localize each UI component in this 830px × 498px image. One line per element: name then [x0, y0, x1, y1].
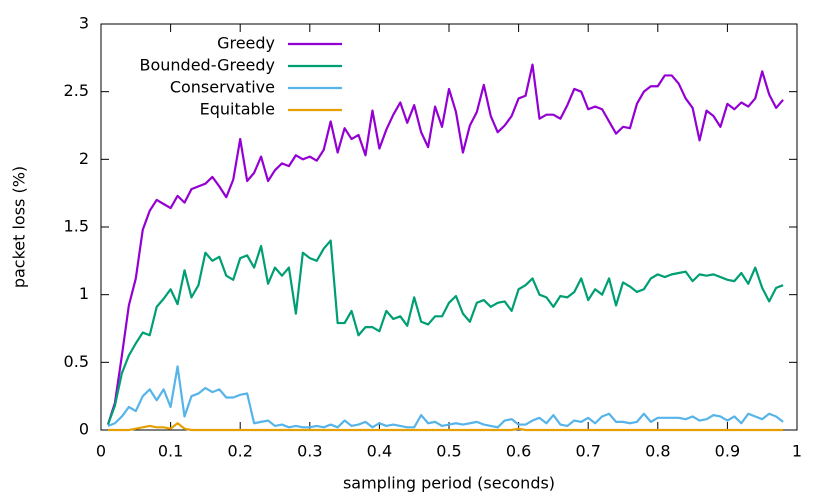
x-tick-label: 0.6	[506, 442, 531, 461]
x-tick-label: 0.8	[645, 442, 670, 461]
x-tick-label: 0.9	[715, 442, 740, 461]
y-tick-label: 2.5	[64, 81, 89, 100]
x-axis-label: sampling period (seconds)	[343, 474, 555, 493]
x-tick-label: 0.5	[436, 442, 461, 461]
y-tick-label: 1.5	[64, 217, 89, 236]
series-line	[106, 239, 784, 425]
y-axis-label: packet loss (%)	[10, 166, 29, 288]
series-line	[107, 365, 784, 429]
x-tick-label: 0.4	[367, 442, 392, 461]
x-tick-label: 1	[792, 442, 802, 461]
y-tick-label: 2	[79, 149, 89, 168]
y-tick-label: 0	[79, 420, 89, 439]
series-line	[106, 63, 784, 425]
y-tick-label: 3	[79, 14, 89, 33]
legend-label: Conservative	[170, 78, 275, 97]
legend-label: Equitable	[200, 100, 275, 119]
x-tick-label: 0.1	[158, 442, 183, 461]
legend-label: Greedy	[217, 34, 275, 53]
legend-label: Bounded-Greedy	[140, 56, 276, 75]
y-tick-label: 1	[79, 284, 89, 303]
x-tick-label: 0.3	[297, 442, 322, 461]
x-tick-label: 0	[96, 442, 106, 461]
x-tick-label: 0.2	[227, 442, 252, 461]
y-tick-label: 0.5	[64, 352, 89, 371]
x-tick-label: 0.7	[575, 442, 600, 461]
series-line	[107, 422, 784, 432]
